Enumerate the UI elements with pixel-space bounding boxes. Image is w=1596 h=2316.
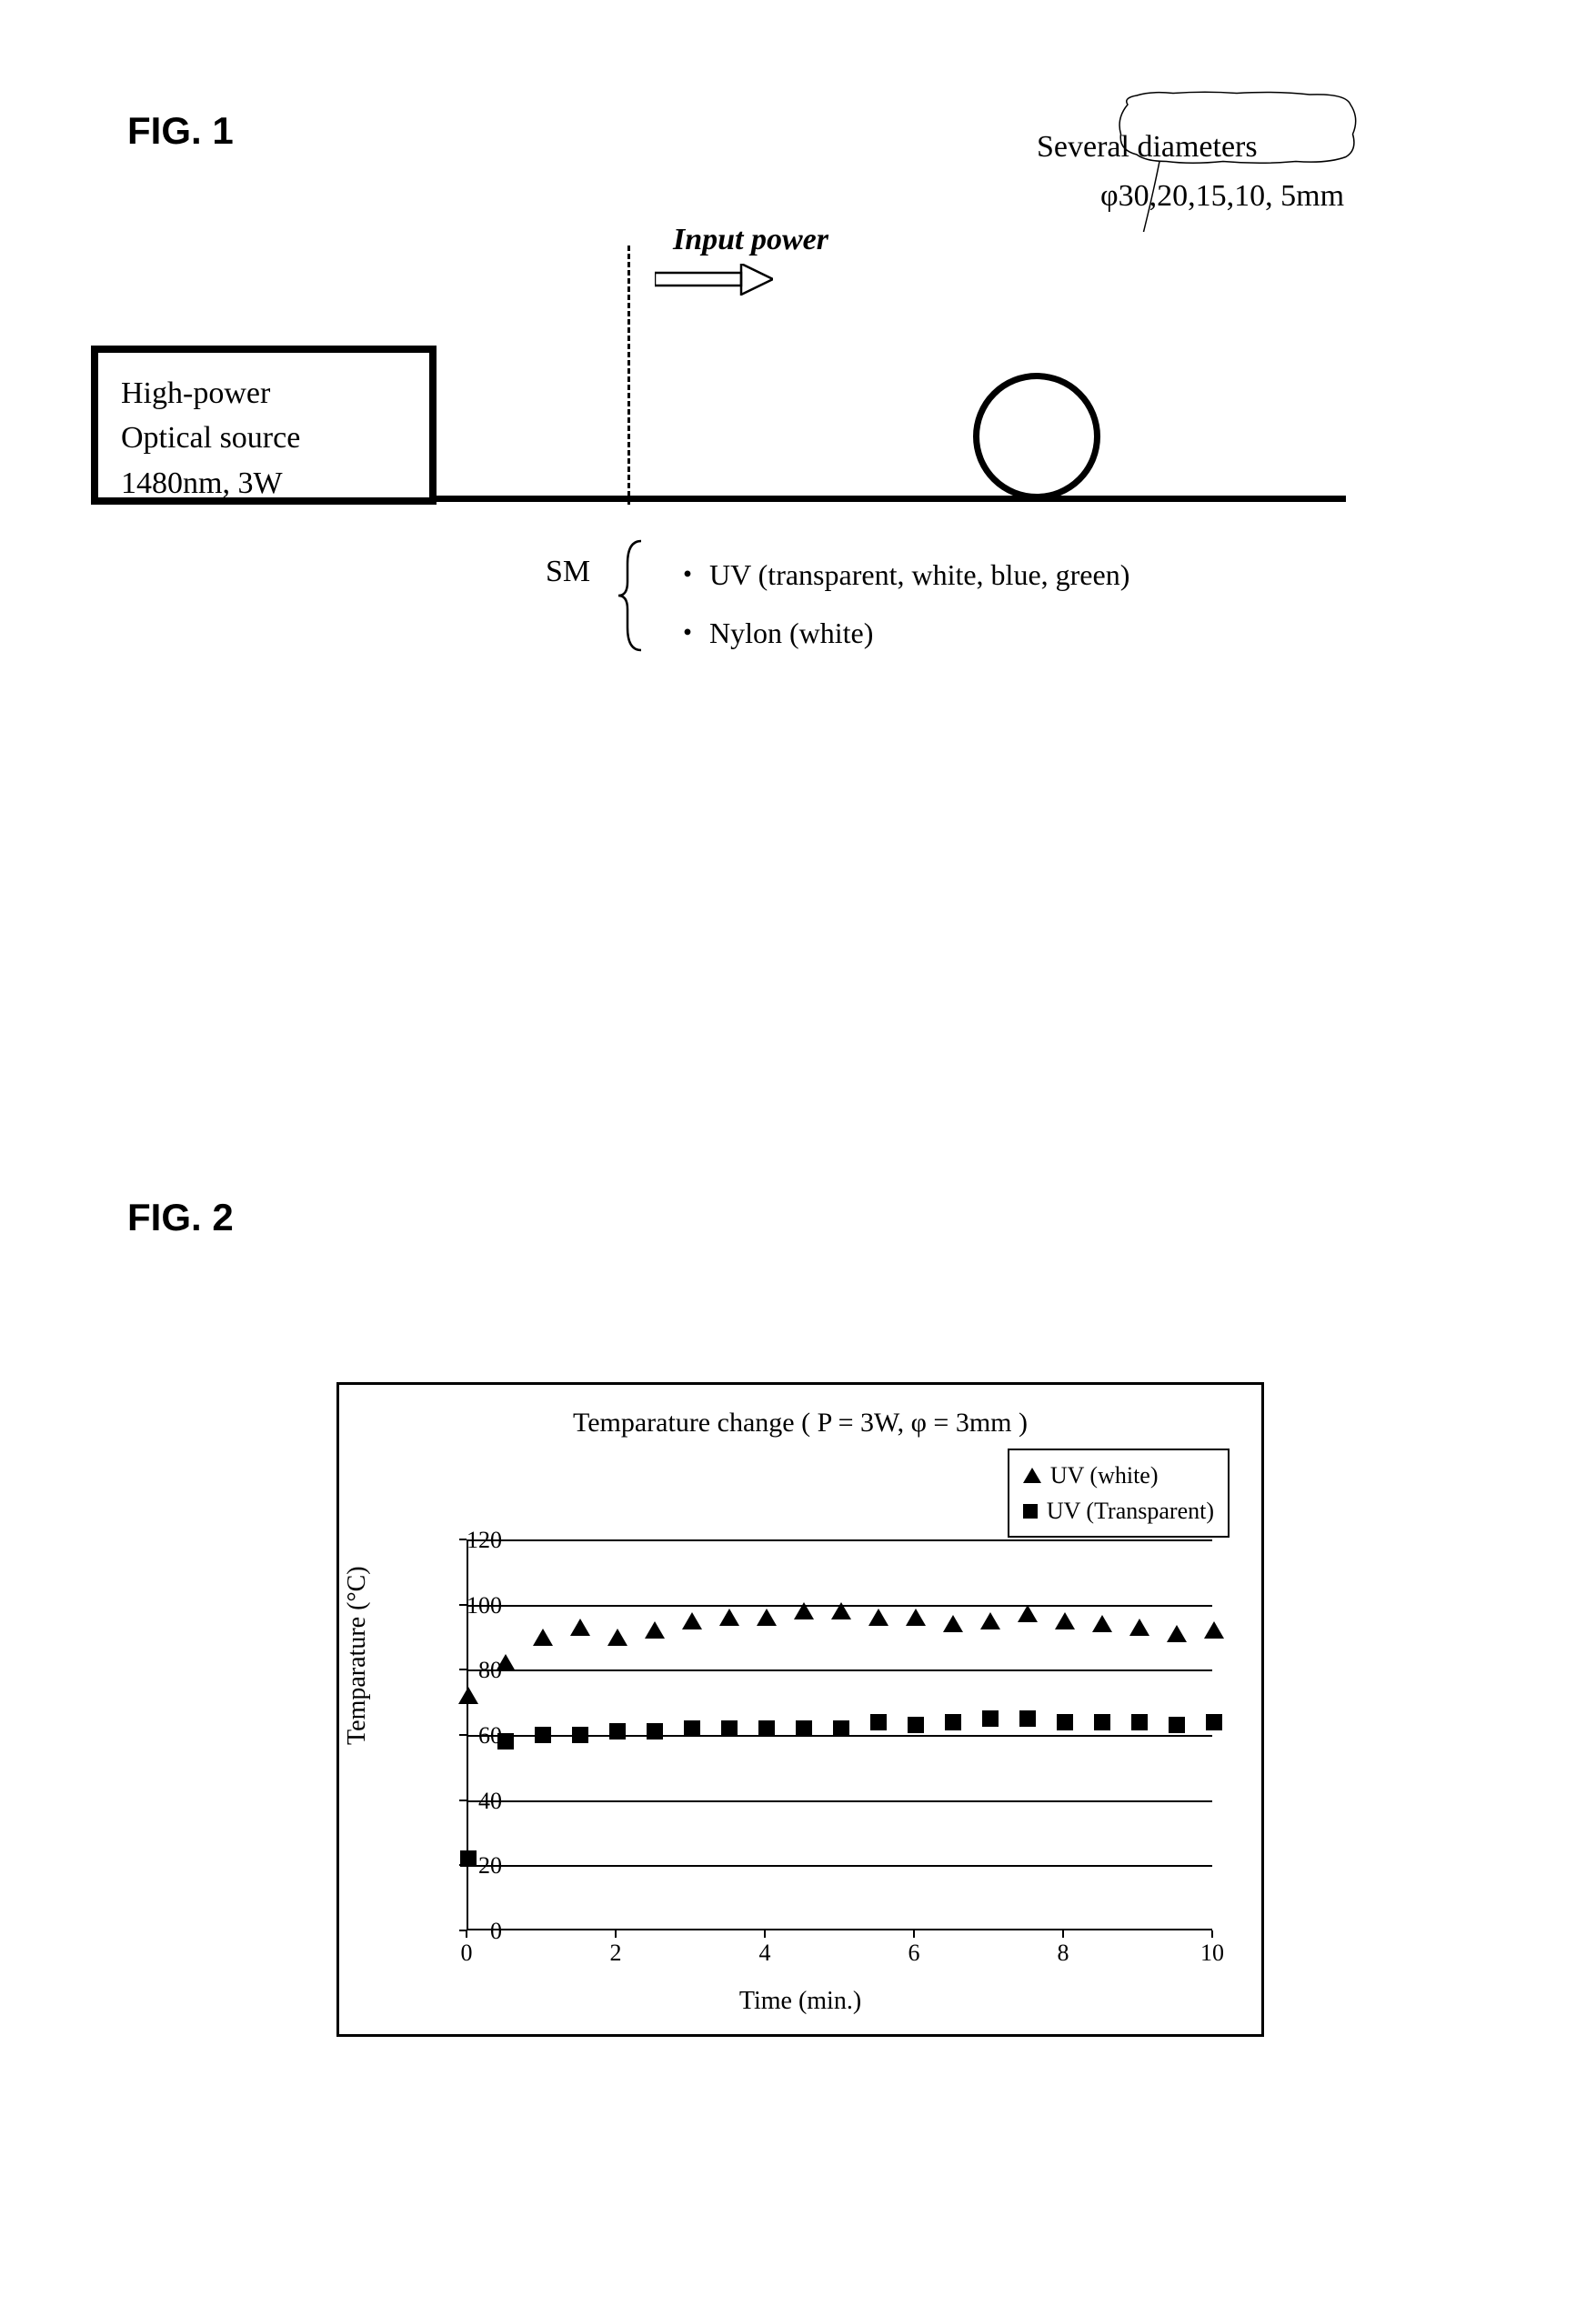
- callout-text: Several diameters φ30,20,15,10, 5mm: [1037, 123, 1344, 222]
- optical-source-box: High-power Optical source 1480nm, 3W: [91, 346, 437, 505]
- legend-label-1: UV (white): [1050, 1458, 1159, 1493]
- coating-list: ・ UV (transparent, white, blue, green) ・…: [673, 546, 1129, 662]
- square-marker: [684, 1720, 700, 1737]
- triangle-marker: [570, 1619, 590, 1636]
- callout-line-1: Several diameters: [1037, 123, 1344, 172]
- triangle-marker: [1129, 1619, 1149, 1636]
- gridline: [468, 1865, 1212, 1867]
- source-line-2: Optical source: [121, 416, 407, 460]
- dashed-divider: [627, 246, 630, 505]
- ytick-label: 60: [447, 1722, 502, 1750]
- square-marker: [758, 1720, 775, 1737]
- coating-line-1: ・ UV (transparent, white, blue, green): [673, 546, 1129, 604]
- triangle-marker: [868, 1609, 888, 1626]
- square-marker: [908, 1717, 924, 1733]
- ytick-label: 100: [447, 1592, 502, 1619]
- gridline: [468, 1539, 1212, 1541]
- ytick-label: 20: [447, 1852, 502, 1880]
- coating-line-2: ・ Nylon (white): [673, 604, 1129, 662]
- ytick-label: 120: [447, 1527, 502, 1554]
- triangle-marker: [757, 1609, 777, 1626]
- xtick-label: 10: [1194, 1940, 1230, 1967]
- y-axis-label: Temparature (°C): [343, 1566, 372, 1745]
- xtick-label: 2: [597, 1940, 634, 1967]
- square-marker: [796, 1720, 812, 1737]
- square-marker: [609, 1723, 626, 1740]
- xtick-mark: [764, 1930, 766, 1938]
- arrow-icon: [655, 264, 773, 296]
- triangle-marker: [533, 1629, 553, 1646]
- triangle-marker: [645, 1621, 665, 1639]
- xtick-mark: [1062, 1930, 1064, 1938]
- triangle-marker: [458, 1687, 478, 1704]
- square-marker: [572, 1727, 588, 1743]
- plot-area: [467, 1539, 1212, 1930]
- triangle-marker: [1092, 1615, 1112, 1632]
- input-power-label: Input power: [673, 223, 828, 257]
- fiber-line: [437, 496, 1346, 502]
- square-marker: [647, 1723, 663, 1740]
- legend-item-uv-white: UV (white): [1023, 1458, 1214, 1493]
- fig1-diagram: High-power Optical source 1480nm, 3W Inp…: [91, 136, 1505, 727]
- gridline: [468, 1800, 1212, 1802]
- source-line-3: 1480nm, 3W: [121, 461, 407, 506]
- square-marker: [1131, 1714, 1148, 1730]
- legend-item-uv-transparent: UV (Transparent): [1023, 1493, 1214, 1529]
- ytick-label: 80: [447, 1657, 502, 1684]
- xtick-label: 0: [448, 1940, 485, 1967]
- triangle-marker: [831, 1602, 851, 1619]
- triangle-marker: [943, 1615, 963, 1632]
- square-marker: [1094, 1714, 1110, 1730]
- triangle-marker: [980, 1612, 1000, 1629]
- square-marker: [1057, 1714, 1073, 1730]
- xtick-mark: [1211, 1930, 1213, 1938]
- gridline: [468, 1669, 1212, 1671]
- source-line-1: High-power: [121, 371, 407, 416]
- sm-label: SM: [546, 555, 590, 589]
- triangle-marker: [607, 1629, 627, 1646]
- ytick-mark: [459, 1864, 467, 1866]
- ytick-label: 40: [447, 1788, 502, 1815]
- square-marker: [982, 1710, 999, 1727]
- fig2-label: FIG. 2: [127, 1196, 234, 1239]
- brace-icon: [614, 536, 650, 655]
- chart-legend: UV (white) UV (Transparent): [1008, 1449, 1230, 1538]
- callout-line-2: φ30,20,15,10, 5mm: [1037, 172, 1344, 221]
- triangle-marker: [794, 1602, 814, 1619]
- triangle-marker: [1204, 1621, 1224, 1639]
- chart-title: Temparature change ( P = 3W, φ = 3mm ): [339, 1408, 1261, 1439]
- xtick-mark: [913, 1930, 915, 1938]
- fiber-coil-icon: [973, 373, 1100, 500]
- square-icon: [1023, 1504, 1038, 1519]
- xtick-mark: [466, 1930, 467, 1938]
- square-marker: [535, 1727, 551, 1743]
- ytick-mark: [459, 1604, 467, 1606]
- ytick-mark: [459, 1539, 467, 1540]
- ytick-mark: [459, 1800, 467, 1801]
- triangle-marker: [719, 1609, 739, 1626]
- ytick-mark: [459, 1669, 467, 1670]
- fig2-chart: Temparature change ( P = 3W, φ = 3mm ) U…: [336, 1382, 1264, 2037]
- triangle-marker: [906, 1609, 926, 1626]
- triangle-marker: [1055, 1612, 1075, 1629]
- square-marker: [1019, 1710, 1036, 1727]
- square-marker: [945, 1714, 961, 1730]
- xtick-label: 8: [1045, 1940, 1081, 1967]
- x-axis-label: Time (min.): [339, 1987, 1261, 2016]
- xtick-mark: [615, 1930, 617, 1938]
- legend-label-2: UV (Transparent): [1047, 1493, 1214, 1529]
- triangle-marker: [1018, 1605, 1038, 1622]
- triangle-marker: [682, 1612, 702, 1629]
- square-marker: [833, 1720, 849, 1737]
- ytick-mark: [459, 1734, 467, 1736]
- triangle-icon: [1023, 1468, 1041, 1483]
- square-marker: [721, 1720, 738, 1737]
- square-marker: [1206, 1714, 1222, 1730]
- xtick-label: 6: [896, 1940, 932, 1967]
- square-marker: [1169, 1717, 1185, 1733]
- square-marker: [870, 1714, 887, 1730]
- triangle-marker: [1167, 1625, 1187, 1642]
- xtick-label: 4: [747, 1940, 783, 1967]
